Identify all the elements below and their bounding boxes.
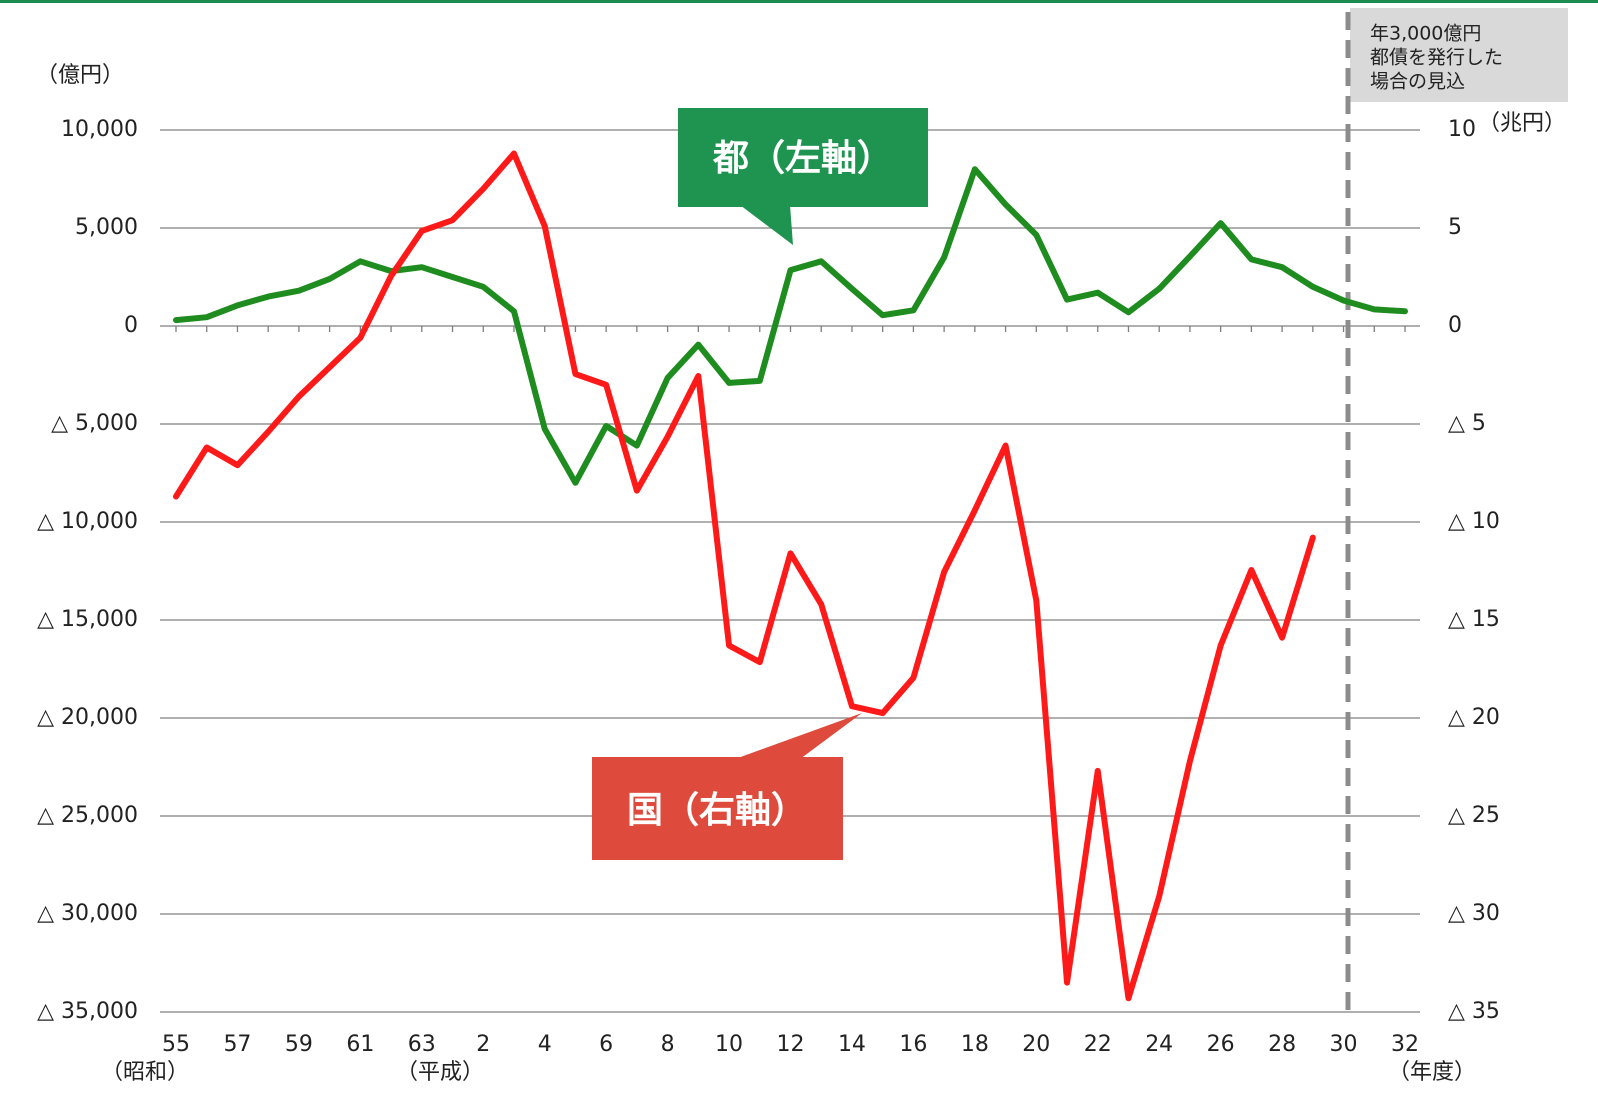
y2-tick-label: △ 30 (1448, 901, 1500, 926)
x-tick-label: 16 (899, 1032, 927, 1057)
y2-tick-label: 5 (1448, 215, 1462, 240)
y-tick-label: △ 10,000 (37, 509, 138, 534)
y2-tick-label: △ 10 (1448, 509, 1500, 534)
y2-unit-label: （兆円） (1478, 111, 1566, 136)
series-label: 都（左軸） (712, 138, 893, 179)
annotation-line: 場合の見込 (1370, 71, 1465, 93)
y-tick-label: △ 35,000 (37, 999, 138, 1024)
y2-tick-label: 10 (1448, 117, 1476, 142)
y-tick-label: △ 20,000 (37, 705, 138, 730)
x-tick-label: 59 (285, 1032, 313, 1057)
top-border (0, 0, 1598, 3)
y-unit-label: （億円） (36, 63, 124, 88)
x-unit-label: （年度） (1388, 1060, 1476, 1085)
x-tick-label: 55 (162, 1032, 190, 1057)
grid (160, 129, 1420, 1013)
x-tick-label: 6 (599, 1032, 613, 1057)
x-tick-label: 61 (346, 1032, 374, 1057)
x-tick-label: 10 (715, 1032, 743, 1057)
annotation-line: 都債を発行した (1370, 47, 1503, 69)
y-tick-label: 0 (124, 313, 138, 338)
annotation-box (1350, 8, 1568, 102)
series-line (173, 166, 1408, 486)
x-tick-label: 28 (1268, 1032, 1296, 1057)
series-line (173, 150, 1316, 1002)
y-tick-label: 5,000 (75, 215, 138, 240)
x-tick-label: 57 (223, 1032, 251, 1057)
y2-tick-label: △ 35 (1448, 999, 1500, 1024)
x-tick-label: 24 (1145, 1032, 1173, 1057)
annotation-line: 年3,000億円 (1370, 23, 1481, 45)
era-label: （昭和） (101, 1060, 189, 1085)
x-tick-label: 14 (838, 1032, 866, 1057)
series-label: 国（右軸） (627, 790, 807, 831)
x-tick-label: 63 (408, 1032, 436, 1057)
y2-tick-label: 0 (1448, 313, 1462, 338)
callout-pointer (735, 713, 862, 759)
y-tick-label: △ 30,000 (37, 901, 138, 926)
y2-tick-label: △ 5 (1448, 411, 1486, 436)
callout-box (592, 757, 843, 860)
x-tick-label: 8 (661, 1032, 675, 1057)
y-tick-label: 10,000 (61, 117, 138, 142)
y-tick-label: △ 25,000 (37, 803, 138, 828)
x-tick-label: 4 (538, 1032, 552, 1057)
callout-box (678, 108, 928, 207)
x-tick-label: 30 (1330, 1032, 1358, 1057)
y2-tick-label: △ 15 (1448, 607, 1500, 632)
x-tick-label: 12 (777, 1032, 805, 1057)
y-tick-label: △ 15,000 (37, 607, 138, 632)
x-tick-label: 26 (1207, 1032, 1235, 1057)
era-label: （平成） (396, 1060, 484, 1085)
x-tick-label: 22 (1084, 1032, 1112, 1057)
lines (173, 150, 1408, 1002)
x-tick-label: 20 (1022, 1032, 1050, 1057)
callout-pointer (740, 205, 793, 245)
x-tick-label: 18 (961, 1032, 989, 1057)
x-tick-label: 32 (1391, 1032, 1419, 1057)
x-tick-label: 2 (476, 1032, 490, 1057)
y2-tick-label: △ 25 (1448, 803, 1500, 828)
y2-tick-label: △ 20 (1448, 705, 1500, 730)
y-tick-label: △ 5,000 (51, 411, 138, 436)
